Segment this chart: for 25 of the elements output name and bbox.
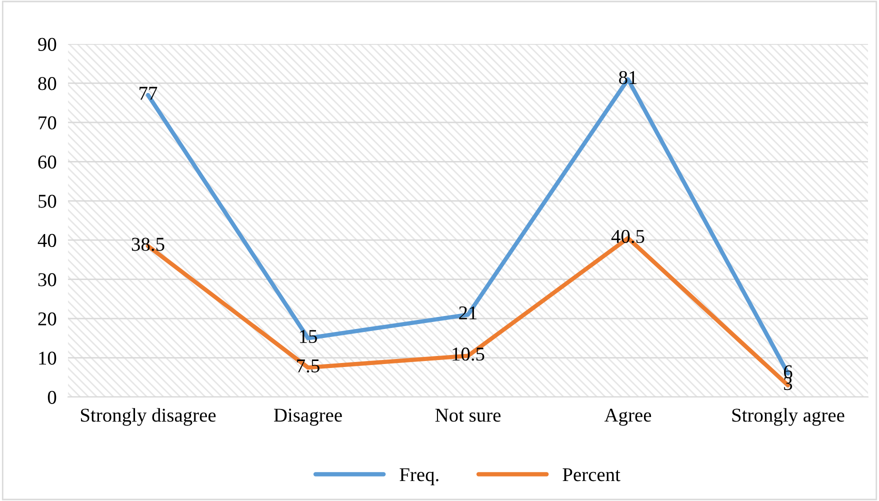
data-label: 6 xyxy=(784,365,792,378)
y-tick-label: 90 xyxy=(38,38,56,51)
y-tick-label: 80 xyxy=(38,77,56,90)
legend-label: Percent xyxy=(562,468,620,482)
y-tick-label: 40 xyxy=(38,234,56,248)
data-label: 81 xyxy=(619,71,637,84)
x-tick-label: Strongly agree xyxy=(732,408,844,426)
y-tick-label: 0 xyxy=(48,390,56,404)
data-label: 40.5 xyxy=(611,230,644,244)
data-label: 3 xyxy=(784,377,792,390)
x-tick-label: Strongly disagree xyxy=(80,408,216,426)
y-tick-label: 60 xyxy=(38,155,56,169)
data-label: 77 xyxy=(140,86,158,100)
data-label: 7.5 xyxy=(297,360,320,373)
x-tick-label: Disagree xyxy=(274,408,342,426)
data-label: 15 xyxy=(300,330,317,344)
y-tick-label: 10 xyxy=(39,352,56,365)
legend-label: Freq. xyxy=(400,468,438,486)
y-tick-label: 30 xyxy=(38,273,56,286)
x-tick-label: Not sure xyxy=(435,408,501,422)
x-tick-label: Agree xyxy=(604,408,652,426)
y-tick-label: 50 xyxy=(38,194,56,208)
y-tick-label: 20 xyxy=(38,312,56,326)
data-label: 38.5 xyxy=(132,238,164,251)
y-tick-label: 70 xyxy=(38,116,56,130)
